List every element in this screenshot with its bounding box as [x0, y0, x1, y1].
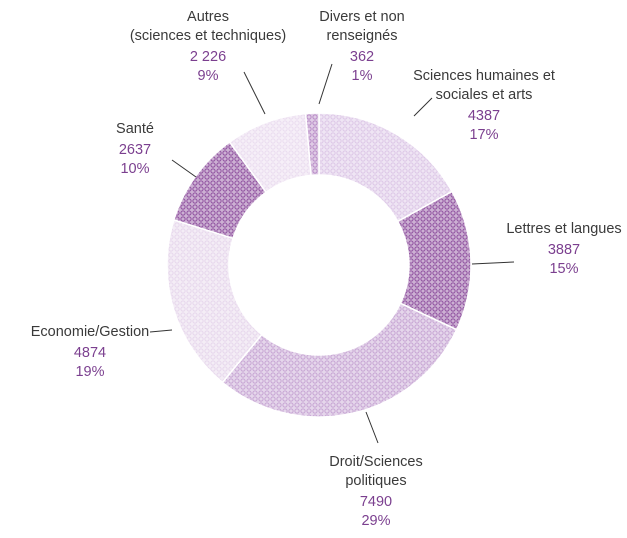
slice-value-label: 7490	[360, 494, 392, 510]
slice-label-group: Economie/Gestion 4874 19%	[31, 324, 149, 380]
slice-percent-label: 29%	[361, 513, 390, 529]
slice-value-label: 4387	[468, 108, 500, 124]
slice-category-label: (sciences et techniques)	[130, 28, 286, 44]
slice-percent-label: 1%	[352, 68, 373, 84]
slice-percent-label: 9%	[198, 68, 219, 84]
donut-slices	[166, 112, 472, 418]
slice-value-label: 4874	[74, 345, 106, 361]
slice-category-label: renseignés	[327, 28, 398, 44]
donut-slice	[304, 112, 320, 177]
slice-percent-label: 15%	[549, 261, 578, 277]
leader-line	[471, 261, 515, 265]
slice-label-group: Autres (sciences et techniques) 2 226 9%	[130, 9, 286, 84]
slice-value-label: 362	[350, 49, 374, 65]
leader-line	[365, 411, 379, 444]
slice-value-label: 2637	[119, 142, 151, 158]
slice-category-label: politiques	[345, 473, 406, 489]
slice-label-group: Divers et non renseignés 362 1%	[319, 9, 404, 84]
slice-percent-label: 19%	[75, 364, 104, 380]
slice-label-group: Sciences humaines et sociales et arts 4387…	[413, 68, 555, 143]
slice-category-label: Santé	[116, 121, 154, 137]
slice-category-label: Economie/Gestion	[31, 324, 149, 340]
leader-line	[171, 159, 197, 178]
slice-percent-label: 17%	[469, 127, 498, 143]
slice-category-label: Lettres et langues	[506, 221, 621, 237]
slice-category-label: sociales et arts	[436, 87, 533, 103]
slice-category-label: Autres	[187, 9, 229, 25]
slice-labels: Sciences humaines et sociales et arts 4387…	[31, 9, 622, 529]
leader-line	[243, 71, 266, 115]
leader-line	[149, 329, 173, 333]
slice-category-label: Divers et non	[319, 9, 404, 25]
leader-lines	[149, 63, 515, 444]
slice-category-label: Sciences humaines et	[413, 68, 555, 84]
slice-label-group: Droit/Sciences politiques 7490 29%	[329, 454, 422, 529]
slice-category-label: Droit/Sciences	[329, 454, 422, 470]
slice-label-group: Lettres et langues 3887 15%	[506, 221, 621, 277]
slice-value-label: 2 226	[190, 49, 226, 65]
slice-value-label: 3887	[548, 242, 580, 258]
donut-slice	[221, 302, 458, 418]
slice-label-group: Santé 2637 10%	[116, 121, 154, 177]
leader-line	[413, 97, 433, 117]
slice-percent-label: 10%	[120, 161, 149, 177]
leader-line	[318, 63, 333, 105]
